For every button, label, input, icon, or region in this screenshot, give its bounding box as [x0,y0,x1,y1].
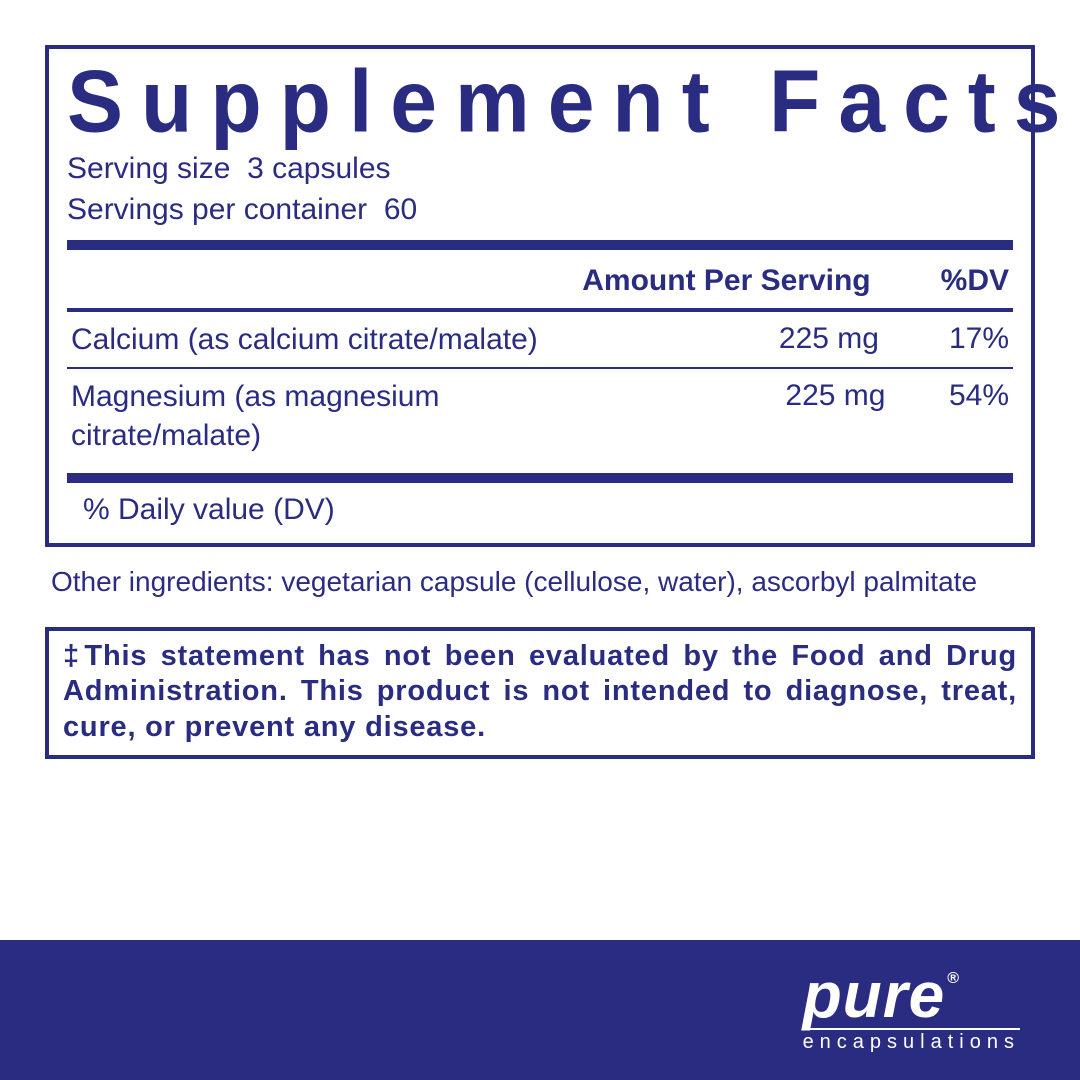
nutrient-name: Magnesium (as magnesium citrate/malate) [71,377,620,455]
rule-thick-bottom [67,473,1013,483]
fda-disclaimer: ‡This statement has not been evaluated b… [45,627,1035,759]
brand-logo: pure® encapsulations [803,970,1020,1049]
nutrient-dv: 54% [886,377,1010,413]
nutrient-amount: 225 mg [599,320,879,356]
brand-footer: pure® encapsulations [0,940,1080,1080]
panel-title: Supplement Facts [67,57,1013,145]
serving-size: Serving size 3 capsules [67,149,1013,190]
nutrient-amount: 225 mg [620,377,886,413]
servings-per-container-label: Servings per container [67,193,367,226]
other-ingredients: Other ingredients: vegetarian capsule (c… [45,547,1035,601]
supplement-facts-panel: Supplement Facts Serving size 3 capsules… [45,45,1035,547]
header-dv: %DV [941,264,1009,298]
brand-registered-icon: ® [947,970,960,987]
nutrient-row: Magnesium (as magnesium citrate/malate) … [67,369,1013,463]
dv-footnote: % Daily value (DV) [67,483,1013,537]
servings-per-container-value: 60 [384,193,417,226]
header-amount: Amount Per Serving [582,264,870,298]
supplement-label: Supplement Facts Serving size 3 capsules… [0,0,1080,1080]
serving-size-value: 3 capsules [247,152,390,185]
brand-name: pure [803,959,946,1031]
brand-subtitle: encapsulations [803,1034,1020,1050]
nutrient-name: Calcium (as calcium citrate/malate) [71,320,599,359]
nutrient-row: Calcium (as calcium citrate/malate) 225 … [67,312,1013,367]
serving-size-label: Serving size [67,152,230,185]
servings-per-container: Servings per container 60 [67,190,1013,231]
nutrient-dv: 17% [879,320,1009,356]
column-headers: Amount Per Serving %DV [67,250,1013,308]
rule-thick-top [67,240,1013,250]
